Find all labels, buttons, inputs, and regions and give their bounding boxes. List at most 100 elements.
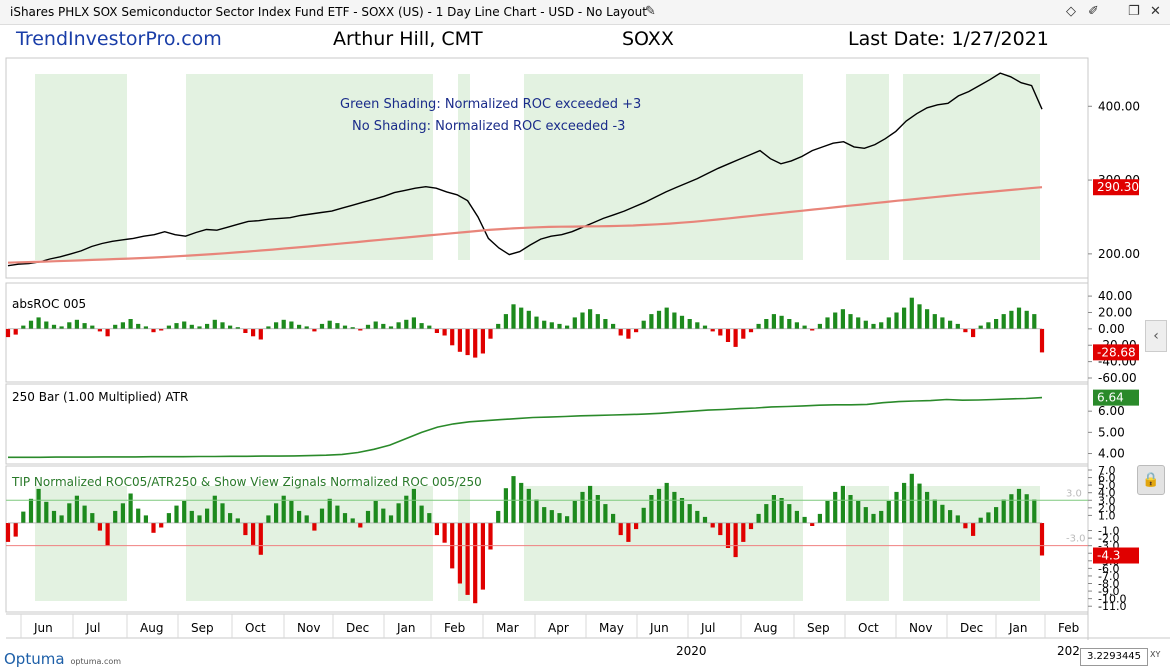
bar: [465, 328, 470, 356]
green-shading: [186, 74, 433, 260]
bar: [13, 523, 18, 537]
bar: [710, 523, 715, 528]
bar: [266, 326, 271, 329]
norm_roc-last-label-bg: [1093, 547, 1139, 564]
y-tick-label: -9.0: [1098, 585, 1119, 598]
bar: [672, 491, 677, 523]
bar: [503, 488, 508, 523]
last-date-label: Last Date: 1/27/2021: [848, 28, 1049, 50]
bar: [695, 322, 700, 329]
y-tick-label: 1.0: [1098, 509, 1116, 522]
bar: [779, 498, 784, 523]
chart-header: TrendInvestorPro.com Arthur Hill, CMT SO…: [0, 25, 1088, 55]
bar: [572, 501, 577, 523]
bar: [136, 508, 141, 523]
bar: [411, 488, 416, 523]
bar: [251, 328, 256, 337]
bar: [442, 328, 447, 336]
bar: [335, 323, 340, 329]
bar: [235, 518, 240, 523]
bar: [863, 507, 868, 523]
bar: [120, 322, 125, 329]
bar: [664, 482, 669, 523]
bar: [1001, 314, 1006, 329]
bar: [480, 328, 485, 354]
y-tick-label: -8.0: [1098, 578, 1119, 591]
x-tick-label: Aug: [140, 621, 163, 635]
bar: [319, 323, 325, 329]
bar: [258, 523, 263, 555]
x-tick-label: Apr: [548, 621, 569, 635]
bar: [281, 319, 286, 329]
diamond-icon[interactable]: ◇: [1066, 4, 1076, 19]
bar: [840, 485, 845, 523]
bar: [304, 515, 309, 523]
x-tick-label: Dec: [346, 621, 369, 635]
y-tick-label: 5.0: [1098, 479, 1116, 492]
ma-last-label: 290.30: [1097, 180, 1139, 194]
side-panel-toggle[interactable]: ‹: [1145, 320, 1167, 352]
bar: [67, 503, 72, 523]
bar: [848, 495, 853, 523]
bar: [381, 508, 386, 523]
bar: [105, 523, 110, 546]
y-tick-label: 5.00: [1098, 425, 1125, 439]
bar: [151, 523, 156, 533]
close-icon[interactable]: ✕: [1150, 4, 1161, 19]
window-titlebar: iShares PHLX SOX Semiconductor Sector In…: [0, 0, 1170, 25]
bar: [909, 297, 914, 329]
bar: [151, 328, 156, 333]
bar: [496, 510, 501, 523]
bar: [917, 304, 922, 329]
bar: [894, 312, 899, 329]
bar: [1016, 488, 1022, 523]
bar: [580, 491, 585, 523]
bar: [503, 314, 508, 329]
restore-window-icon[interactable]: ❐: [1128, 4, 1140, 19]
atr-title: 250 Bar (1.00 Multiplied) ATR: [12, 390, 188, 404]
bar: [90, 513, 95, 523]
bar: [212, 495, 217, 523]
bar: [434, 328, 439, 333]
bar: [274, 503, 279, 523]
bar: [159, 328, 164, 331]
bar: [1024, 310, 1029, 329]
bar: [488, 523, 493, 550]
bar: [59, 326, 64, 329]
bar: [1024, 494, 1029, 523]
brand-label: TrendInvestorPro.com: [16, 28, 222, 50]
x-tick-label: Sep: [191, 621, 214, 635]
edit-pencil-icon[interactable]: ✎: [645, 4, 656, 19]
bar: [166, 513, 171, 523]
bar: [542, 507, 547, 523]
bar: [787, 504, 792, 523]
bar: [182, 501, 187, 523]
bar: [74, 319, 79, 329]
lock-icon[interactable]: 🔒: [1137, 465, 1165, 495]
bar: [411, 317, 416, 329]
bar: [871, 323, 876, 329]
bar: [618, 328, 623, 336]
bar: [549, 322, 554, 329]
bar: [365, 510, 371, 523]
bar: [396, 503, 401, 523]
bar: [902, 307, 907, 329]
green-shading: [35, 74, 127, 260]
bar: [174, 505, 179, 523]
bar: [327, 320, 332, 329]
bar: [182, 321, 187, 329]
bar: [810, 523, 815, 526]
bar: [480, 523, 485, 590]
xy-toggle[interactable]: XY: [1150, 650, 1161, 659]
bar: [679, 315, 685, 329]
y-tick-label: -11.0: [1098, 600, 1126, 613]
bar: [82, 323, 87, 329]
logo-url: optuma.com: [70, 657, 122, 666]
bar: [871, 513, 876, 523]
bar: [833, 491, 838, 523]
bar: [595, 495, 600, 523]
pin-icon[interactable]: ✐: [1088, 4, 1099, 19]
bar: [963, 523, 968, 529]
bar: [879, 322, 884, 329]
